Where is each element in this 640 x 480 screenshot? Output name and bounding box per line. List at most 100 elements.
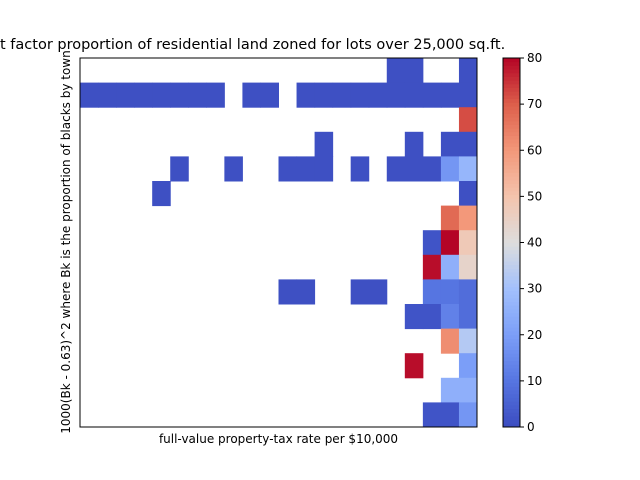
- colorbar-segment: [503, 65, 520, 70]
- heatmap-cell: [152, 181, 171, 207]
- colorbar-segment: [503, 249, 520, 255]
- colorbar-segment: [503, 356, 520, 362]
- colorbar-segment: [503, 272, 520, 277]
- colorbar-segment: [503, 312, 520, 317]
- colorbar-segment: [503, 319, 520, 325]
- colorbar-segment: [503, 260, 520, 266]
- colorbar-tick-label: 70: [527, 97, 542, 111]
- heatmap-cell: [440, 304, 460, 330]
- colorbar-segment: [503, 338, 520, 343]
- colorbar-tick-label: 30: [527, 282, 542, 296]
- colorbar-segment: [503, 72, 520, 77]
- colorbar-segment: [503, 297, 520, 303]
- colorbar-segment: [503, 216, 520, 221]
- colorbar-segment: [503, 179, 520, 184]
- heatmap-cell: [278, 156, 298, 182]
- heatmap-cell: [422, 304, 442, 330]
- y-axis-label: 1000(Bk - 0.63)^2 where Bk is the propor…: [59, 50, 73, 433]
- colorbar-tick-label: 50: [527, 189, 542, 203]
- heatmap-cell: [440, 82, 460, 108]
- heatmap-cell: [458, 402, 478, 428]
- colorbar-segment: [503, 375, 520, 380]
- colorbar-segment: [503, 379, 520, 384]
- heatmap-cell: [458, 58, 478, 84]
- heatmap-cell: [404, 82, 424, 108]
- heatmap-cell: [440, 205, 460, 231]
- colorbar-segment: [503, 212, 520, 218]
- heatmap-cell: [458, 230, 478, 256]
- colorbar-segment: [503, 142, 520, 148]
- heatmap-cell: [404, 156, 424, 182]
- heatmap-cell: [404, 353, 424, 379]
- heatmap-cell: [314, 82, 334, 108]
- colorbar-segment: [503, 205, 520, 210]
- colorbar-segment: [503, 419, 520, 424]
- colorbar-segment: [503, 102, 520, 107]
- colorbar-segment: [503, 415, 520, 421]
- heatmap-cell: [440, 328, 460, 354]
- heatmap-cell: [350, 279, 370, 305]
- colorbar-tick-label: 10: [527, 374, 542, 388]
- colorbar-segment: [503, 401, 520, 406]
- colorbar-segment: [503, 323, 520, 328]
- colorbar-segment: [503, 98, 520, 103]
- colorbar-segment: [503, 146, 520, 151]
- colorbar-segment: [503, 253, 520, 258]
- colorbar-segment: [503, 349, 520, 354]
- colorbar-segment: [503, 327, 520, 332]
- colorbar-segment: [503, 331, 520, 336]
- colorbar-segment: [503, 131, 520, 136]
- heatmap-cell: [458, 254, 478, 280]
- colorbar-segment: [503, 157, 520, 162]
- colorbar-segment: [503, 257, 520, 262]
- colorbar-segment: [503, 390, 520, 395]
- colorbar-segment: [503, 382, 520, 387]
- colorbar-segment: [503, 305, 520, 310]
- heatmap-cell: [440, 402, 460, 428]
- colorbar-segment: [503, 58, 520, 63]
- heatmap-cell: [422, 254, 442, 280]
- heatmap-cell: [458, 82, 478, 108]
- colorbar-segment: [503, 153, 520, 159]
- heatmap-cell: [440, 254, 460, 280]
- heatmap-cell: [224, 156, 243, 182]
- colorbar-segment: [503, 353, 520, 358]
- colorbar-segment: [503, 301, 520, 306]
- colorbar-segment: [503, 224, 520, 229]
- colorbar-segment: [503, 286, 520, 291]
- heatmap-cell: [152, 82, 171, 108]
- heatmap-cell: [116, 82, 135, 108]
- heatmap-cell: [440, 156, 460, 182]
- heatmap-cell: [422, 279, 442, 305]
- heatmap-cell: [458, 205, 478, 231]
- heatmap-cell: [386, 58, 406, 84]
- colorbar-segment: [503, 342, 520, 347]
- heatmap-cell: [440, 230, 460, 256]
- colorbar-tick-label: 20: [527, 328, 542, 342]
- colorbar-segment: [503, 412, 520, 417]
- colorbar-segment: [503, 393, 520, 398]
- colorbar-segment: [503, 397, 520, 402]
- heatmap-cell: [170, 82, 189, 108]
- colorbar-segment: [503, 176, 520, 181]
- heatmap-cell: [386, 156, 406, 182]
- colorbar-segment: [503, 264, 520, 269]
- heatmap-cell: [422, 230, 442, 256]
- colorbar-tick-label: 60: [527, 143, 542, 157]
- colorbar-segment: [503, 83, 520, 89]
- colorbar-segment: [503, 190, 520, 196]
- heatmap-cell: [458, 131, 478, 157]
- colorbar-segment: [503, 183, 520, 188]
- colorbar-segment: [503, 150, 520, 155]
- colorbar-segment: [503, 290, 520, 295]
- heatmap-cell: [350, 82, 370, 108]
- colorbar-segment: [503, 408, 520, 413]
- colorbar-segment: [503, 120, 520, 125]
- colorbar-segment: [503, 87, 520, 92]
- colorbar-segment: [503, 423, 520, 428]
- colorbar-segment: [503, 345, 520, 351]
- colorbar-tick-label: 0: [527, 420, 535, 434]
- colorbar-segment: [503, 275, 520, 280]
- colorbar-segment: [503, 69, 520, 74]
- heatmap-cell: [404, 304, 424, 330]
